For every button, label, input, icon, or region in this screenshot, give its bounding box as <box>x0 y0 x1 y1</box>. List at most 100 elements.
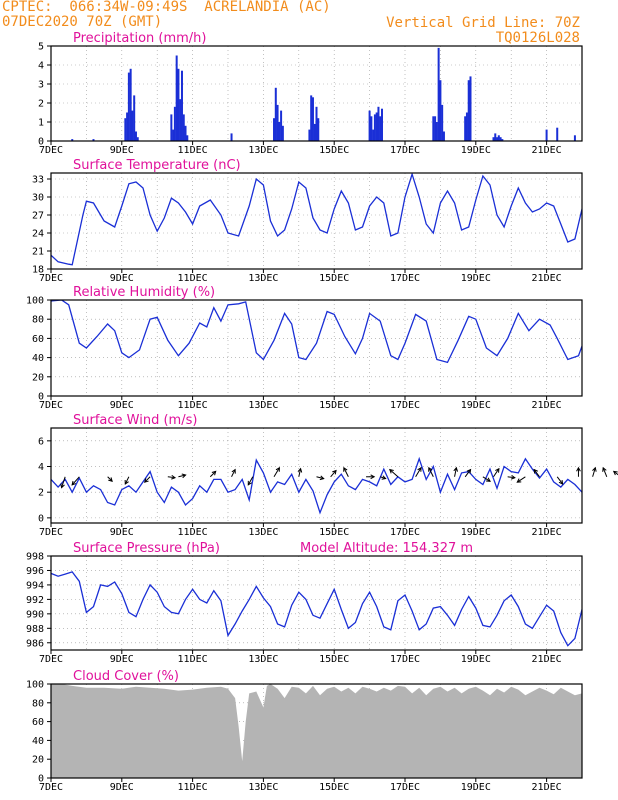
wind-arrow-head <box>143 478 149 483</box>
x-tick-label: 21DEC <box>532 782 562 793</box>
x-tick-label: 7DEC <box>39 654 63 665</box>
y-tick-label: 20 <box>32 372 44 383</box>
wind-arrow-head <box>466 468 472 474</box>
y-tick-label: 80 <box>32 698 44 709</box>
panel-title: Cloud Cover (%) <box>73 669 179 684</box>
x-tick-label: 19DEC <box>461 782 491 793</box>
precip-bar <box>180 70 183 141</box>
wind-arrow-head <box>516 478 522 483</box>
wind-arrow-head <box>319 475 325 481</box>
x-tick-label: 7DEC <box>39 782 63 793</box>
precip-bar <box>556 127 559 141</box>
header-left-line1: CPTEC: 066:34W-09:49S ACRELANDIA (AC) <box>2 0 331 15</box>
precip-bar <box>492 137 495 141</box>
x-tick-label: 19DEC <box>461 400 491 411</box>
precip-bar <box>370 116 373 141</box>
x-tick-label: 7DEC <box>39 400 63 411</box>
x-tick-label: 17DEC <box>390 527 420 538</box>
precip-bar <box>126 112 129 141</box>
wind-arrow-head <box>108 477 113 483</box>
panel-frame <box>50 555 583 651</box>
wind-arrow-head <box>495 467 500 473</box>
wind-arrow <box>316 476 324 480</box>
wind-arrow-head <box>171 474 177 480</box>
precip-bar <box>124 118 127 141</box>
panel-frame <box>50 45 583 142</box>
x-tick-label: 17DEC <box>390 654 420 665</box>
precip-bar <box>501 139 504 141</box>
precip-bar <box>592 133 594 141</box>
x-tick-label: 9DEC <box>110 527 134 538</box>
precip-bar <box>380 108 383 141</box>
wind-arrow <box>124 476 130 485</box>
wind-arrow <box>343 467 349 478</box>
y-tick-label: 0 <box>38 392 44 403</box>
y-tick-label: 986 <box>26 638 44 649</box>
precip-bar <box>469 76 472 141</box>
x-tick-label: 19DEC <box>461 273 491 284</box>
precip-bar <box>131 110 134 141</box>
wind-arrow-head <box>533 468 538 474</box>
wind-arrow-head <box>343 466 348 472</box>
x-tick-label: 17DEC <box>390 782 420 793</box>
precip-bar <box>134 131 137 141</box>
x-tick-label: 7DEC <box>39 527 63 538</box>
wind-arrow-head <box>332 469 337 475</box>
panel-title: Surface Temperature (nC) <box>73 158 241 173</box>
precip-bar <box>315 106 318 141</box>
x-tick-label: 11DEC <box>178 782 208 793</box>
precip-bar <box>439 80 442 141</box>
x-tick-label: 21DEC <box>532 273 562 284</box>
wind-arrow-head <box>389 468 394 474</box>
y-tick-label: 60 <box>32 717 44 728</box>
wind-arrow <box>107 476 113 482</box>
x-tick-label: 19DEC <box>461 527 491 538</box>
precip-bar <box>173 106 176 141</box>
wind-arrow <box>330 470 337 478</box>
precip-bar <box>71 139 74 141</box>
precip-bar <box>186 135 189 141</box>
precip-bar <box>467 80 470 141</box>
precip-bar <box>281 125 284 141</box>
y-tick-label: 992 <box>26 595 44 606</box>
cloud-area <box>51 684 582 778</box>
x-tick-label: 15DEC <box>319 145 349 156</box>
y-tick-label: 20 <box>32 755 44 766</box>
precip-bar <box>273 118 276 141</box>
wind-arrow-head <box>558 479 564 485</box>
wind-arrow <box>428 467 434 478</box>
precip-bar <box>375 112 378 141</box>
precip-bar <box>177 68 180 141</box>
x-tick-label: 9DEC <box>110 273 134 284</box>
wind-arrow-head <box>297 467 303 473</box>
y-tick-label: 80 <box>32 315 44 326</box>
x-tick-label: 13DEC <box>248 273 278 284</box>
wind-arrow <box>144 476 151 483</box>
x-tick-label: 21DEC <box>532 400 562 411</box>
wind-arrow <box>178 474 186 478</box>
precip-bar <box>432 116 435 141</box>
panel-title: Surface Wind (m/s) <box>73 413 197 428</box>
precip-bar <box>274 87 277 141</box>
x-tick-label: 15DEC <box>319 273 349 284</box>
y-tick-label: 60 <box>32 334 44 345</box>
wind-arrow-head <box>181 473 187 479</box>
wind-arrow-head <box>453 466 459 472</box>
y-tick-label: 2 <box>38 99 44 110</box>
precip-bar <box>172 129 175 141</box>
x-tick-label: 13DEC <box>248 145 278 156</box>
x-tick-label: 21DEC <box>532 527 562 538</box>
y-tick-label: 24 <box>32 229 44 240</box>
wind-arrow-head <box>417 466 422 472</box>
precip-bar <box>127 72 130 141</box>
wind-arrow <box>209 471 217 478</box>
wind-arrow <box>298 468 302 477</box>
precip-bar <box>372 129 375 141</box>
precip-bar <box>170 114 173 141</box>
precip-bar <box>434 116 437 141</box>
y-tick-label: 18 <box>32 265 44 276</box>
x-tick-label: 9DEC <box>110 145 134 156</box>
wind-arrow <box>516 476 526 483</box>
y-tick-label: 100 <box>26 680 44 691</box>
wind-arrow <box>231 469 236 478</box>
